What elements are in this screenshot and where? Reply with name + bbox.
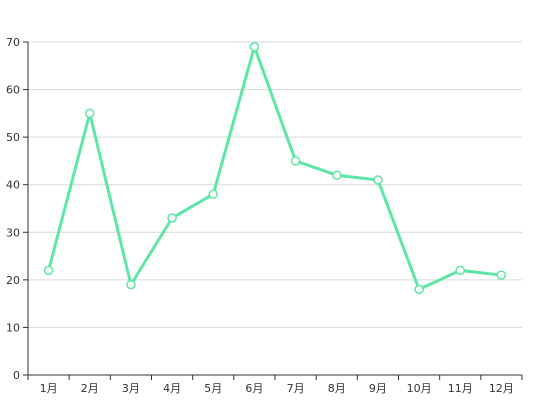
data-point bbox=[85, 108, 95, 119]
axis-layer: 0 10 20 30 40 50 60 70 1月 2月 3月 4月 5月 6月 7月 8月 9月 10月 11月 1… bbox=[6, 36, 523, 395]
x-tick-label: 3月 bbox=[122, 382, 140, 395]
data-point bbox=[496, 270, 507, 280]
x-tick-label: 4月 bbox=[163, 382, 181, 395]
x-tick-label: 7月 bbox=[287, 382, 305, 395]
x-tick-label: 2月 bbox=[81, 382, 99, 395]
y-tick-label: 60 bbox=[6, 84, 20, 97]
y-tick-label: 50 bbox=[6, 131, 20, 144]
series-layer bbox=[43, 42, 507, 295]
y-tick-label: 40 bbox=[6, 179, 20, 192]
x-tick-label: 5月 bbox=[204, 382, 222, 395]
x-tick-label: 6月 bbox=[245, 382, 263, 395]
data-point bbox=[208, 189, 218, 199]
data-point bbox=[455, 265, 465, 276]
x-tick-label: 1月 bbox=[40, 382, 58, 395]
grid-layer bbox=[28, 41, 522, 328]
y-tick-label: 10 bbox=[6, 321, 20, 334]
y-tick-label: 0 bbox=[13, 369, 20, 382]
data-point bbox=[290, 156, 301, 166]
data-point bbox=[414, 284, 424, 295]
data-point bbox=[373, 175, 383, 185]
y-tick-label: 30 bbox=[6, 226, 20, 239]
data-point bbox=[249, 42, 260, 52]
y-tick-label: 20 bbox=[6, 274, 20, 287]
x-tick-label: 10月 bbox=[407, 382, 432, 395]
data-point bbox=[332, 170, 342, 180]
x-tick-label: 8月 bbox=[328, 382, 346, 395]
x-tick-label: 12月 bbox=[489, 382, 514, 395]
series-line bbox=[47, 45, 503, 291]
x-tick-label: 11月 bbox=[448, 382, 473, 395]
data-point bbox=[167, 213, 177, 223]
x-tick-label: 9月 bbox=[369, 382, 387, 395]
data-point bbox=[43, 265, 54, 276]
y-tick-label: 70 bbox=[6, 36, 20, 49]
data-point bbox=[126, 279, 136, 290]
